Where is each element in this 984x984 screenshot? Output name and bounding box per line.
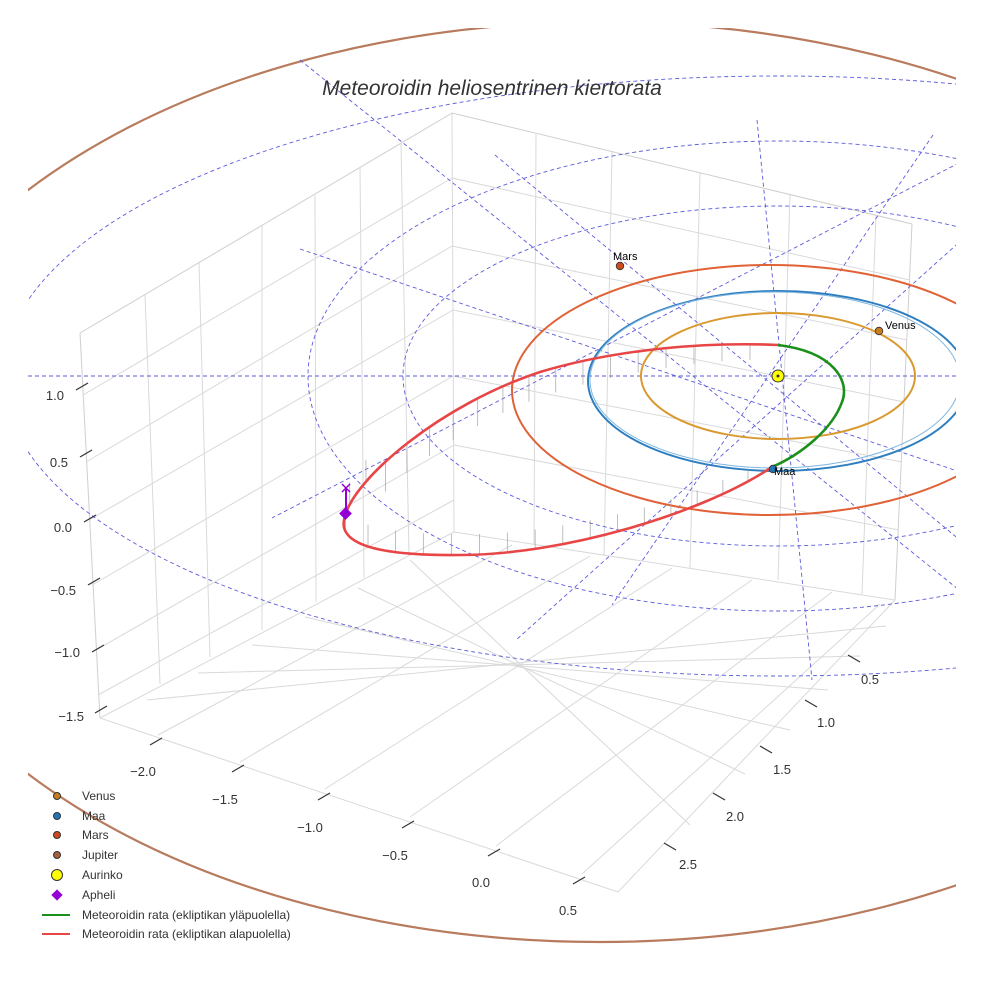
venus-orbit bbox=[640, 312, 916, 440]
left-wall-grid bbox=[82, 112, 455, 696]
earth-marker bbox=[768, 464, 778, 474]
chart-title: Meteoroidin heliosentrinen kiertorata bbox=[322, 77, 662, 100]
z-axis: 1.0 0.5 0.0 −0.5 −1.0 −1.5 bbox=[46, 382, 108, 724]
z-tick-label: −0.5 bbox=[50, 583, 76, 598]
x-tick-label: −1.0 bbox=[297, 820, 323, 835]
legend-item: Meteoroidin rata (ekliptikan yläpuolella… bbox=[40, 905, 291, 925]
legend-item: Apheli bbox=[40, 885, 291, 905]
legend-label: Aurinko bbox=[82, 868, 123, 883]
x-tick-label: −2.0 bbox=[130, 764, 156, 779]
venus-marker bbox=[874, 326, 884, 336]
earth-orbit bbox=[587, 290, 956, 472]
y-tick-label: 2.5 bbox=[679, 857, 697, 872]
z-tick-label: −1.0 bbox=[54, 645, 80, 660]
earth-legend-marker bbox=[53, 811, 61, 820]
legend-label: Apheli bbox=[82, 887, 116, 902]
box-edge-left bbox=[79, 332, 101, 719]
x-tick-label: −1.5 bbox=[212, 792, 238, 807]
x-axis: −2.0 −1.5 −1.0 −0.5 0.0 0.5 bbox=[130, 737, 586, 918]
sun-center bbox=[776, 374, 780, 378]
z-tick-label: 0.5 bbox=[50, 455, 68, 470]
jupiter-legend-marker bbox=[53, 851, 61, 860]
aphelion-legend-marker bbox=[51, 889, 63, 901]
sun-legend-marker bbox=[51, 869, 63, 882]
aphelion-projection-marker bbox=[341, 483, 351, 493]
orbit-below-legend-line bbox=[42, 933, 70, 936]
legend-item: Maa bbox=[40, 806, 291, 826]
axes-grid bbox=[79, 112, 913, 893]
legend-label: Venus bbox=[82, 788, 116, 803]
legend-label: Meteoroidin rata (ekliptikan yläpuolella… bbox=[82, 907, 291, 922]
x-tick-label: 0.0 bbox=[472, 875, 490, 890]
legend-item: Aurinko bbox=[40, 865, 291, 885]
x-tick-label: −0.5 bbox=[382, 848, 408, 863]
legend-label: Meteoroidin rata (ekliptikan alapuolella… bbox=[82, 927, 291, 942]
jupiter-orbit bbox=[28, 28, 956, 943]
z-tick-label: 0.0 bbox=[54, 520, 72, 535]
y-tick-label: 0.5 bbox=[861, 672, 879, 687]
y-tick-label: 1.0 bbox=[817, 715, 835, 730]
venus-label: Venus bbox=[885, 320, 916, 332]
z-tick-label: −1.5 bbox=[58, 709, 84, 724]
legend-label: Mars bbox=[82, 828, 109, 843]
y-tick-label: 2.0 bbox=[726, 809, 744, 824]
floor-grid bbox=[99, 531, 896, 893]
legend-item: Jupiter bbox=[40, 845, 291, 865]
meteoroid-orbit-above bbox=[771, 343, 846, 469]
z-tick-label: 1.0 bbox=[46, 388, 64, 403]
ecliptic-reference-grid bbox=[28, 59, 956, 681]
mars-marker bbox=[615, 261, 625, 271]
y-tick-label: 1.5 bbox=[773, 762, 791, 777]
right-wall-grid bbox=[451, 132, 911, 595]
earth-label: Maa bbox=[774, 466, 796, 478]
x-tick-label: 0.5 bbox=[559, 903, 577, 918]
legend-label: Jupiter bbox=[82, 848, 119, 863]
legend-item: Mars bbox=[40, 826, 291, 846]
legend-item: Venus bbox=[40, 786, 291, 806]
box-edge-top-left bbox=[79, 112, 453, 334]
venus-legend-marker bbox=[53, 791, 61, 800]
mars-label: Mars bbox=[613, 251, 638, 263]
mars-orbit bbox=[511, 264, 956, 516]
plot-content: Mars Venus Maa bbox=[28, 28, 956, 943]
mars-legend-marker bbox=[53, 831, 61, 840]
box-edge-top-right bbox=[451, 112, 913, 225]
orbit-above-legend-line bbox=[42, 913, 70, 916]
legend-item: Meteoroidin rata (ekliptikan alapuolella… bbox=[40, 925, 291, 945]
legend: Venus Maa Mars Jupiter Aurinko Apheli Me… bbox=[40, 786, 291, 944]
y-axis: 0.5 1.0 1.5 2.0 2.5 bbox=[663, 654, 879, 872]
legend-label: Maa bbox=[82, 808, 106, 823]
back-pane bbox=[80, 113, 912, 718]
